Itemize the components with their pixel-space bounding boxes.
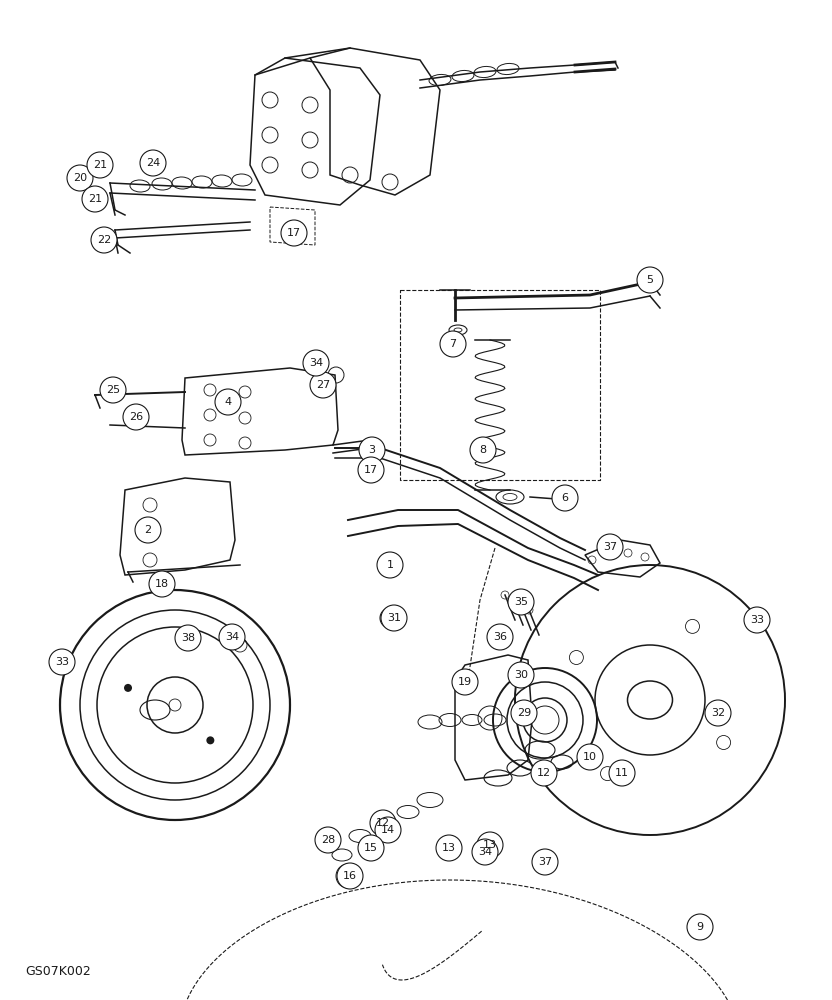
Circle shape <box>358 835 384 861</box>
Text: 4: 4 <box>225 397 231 407</box>
Circle shape <box>508 662 534 688</box>
Circle shape <box>206 736 215 744</box>
Text: 3: 3 <box>369 445 375 455</box>
Circle shape <box>744 607 770 633</box>
Text: 12: 12 <box>537 768 551 778</box>
Text: 33: 33 <box>55 657 69 667</box>
Text: 26: 26 <box>129 412 143 422</box>
Text: 16: 16 <box>343 871 357 881</box>
Circle shape <box>149 571 175 597</box>
Circle shape <box>135 517 161 543</box>
Circle shape <box>531 760 557 786</box>
Circle shape <box>175 625 201 651</box>
Circle shape <box>511 700 537 726</box>
Text: 34: 34 <box>478 847 492 857</box>
Text: 38: 38 <box>181 633 195 643</box>
Text: 27: 27 <box>316 380 330 390</box>
Circle shape <box>377 552 403 578</box>
Circle shape <box>87 152 113 178</box>
Text: 12: 12 <box>376 818 390 828</box>
Circle shape <box>452 669 478 695</box>
Circle shape <box>597 534 623 560</box>
Text: 15: 15 <box>364 843 378 853</box>
Circle shape <box>82 186 108 212</box>
Text: 25: 25 <box>106 385 120 395</box>
Circle shape <box>303 350 329 376</box>
Text: 33: 33 <box>750 615 764 625</box>
Text: 18: 18 <box>155 579 169 589</box>
Text: 8: 8 <box>479 445 487 455</box>
Circle shape <box>487 624 513 650</box>
Text: 22: 22 <box>97 235 111 245</box>
Text: 7: 7 <box>449 339 457 349</box>
Circle shape <box>124 684 132 692</box>
Circle shape <box>359 437 385 463</box>
Text: 20: 20 <box>73 173 87 183</box>
Circle shape <box>577 744 603 770</box>
Text: 37: 37 <box>603 542 617 552</box>
Circle shape <box>637 267 663 293</box>
Circle shape <box>315 827 341 853</box>
Circle shape <box>552 485 578 511</box>
Circle shape <box>375 817 401 843</box>
Circle shape <box>281 220 307 246</box>
Text: 31: 31 <box>387 613 401 623</box>
Circle shape <box>123 404 149 430</box>
Circle shape <box>310 372 336 398</box>
Text: 5: 5 <box>646 275 653 285</box>
Circle shape <box>100 377 126 403</box>
Text: 35: 35 <box>514 597 528 607</box>
Circle shape <box>532 849 558 875</box>
Text: 11: 11 <box>615 768 629 778</box>
Text: 14: 14 <box>381 825 395 835</box>
Circle shape <box>140 150 166 176</box>
Circle shape <box>440 331 466 357</box>
Text: 13: 13 <box>442 843 456 853</box>
Text: GS07K002: GS07K002 <box>25 965 91 978</box>
Circle shape <box>470 437 496 463</box>
Text: 17: 17 <box>364 465 378 475</box>
Text: 29: 29 <box>517 708 531 718</box>
Circle shape <box>609 760 635 786</box>
Text: 1: 1 <box>387 560 394 570</box>
Circle shape <box>687 914 713 940</box>
Text: 34: 34 <box>309 358 323 368</box>
Text: 24: 24 <box>146 158 160 168</box>
Circle shape <box>751 613 761 623</box>
Circle shape <box>67 165 93 191</box>
Text: 13: 13 <box>483 840 497 850</box>
Text: 37: 37 <box>538 857 552 867</box>
Text: 2: 2 <box>145 525 151 535</box>
Circle shape <box>358 457 384 483</box>
Circle shape <box>508 589 534 615</box>
Text: 19: 19 <box>458 677 472 687</box>
Circle shape <box>215 389 241 415</box>
Text: 9: 9 <box>696 922 704 932</box>
Text: 10: 10 <box>583 752 597 762</box>
Circle shape <box>381 605 407 631</box>
Text: 17: 17 <box>287 228 301 238</box>
Text: 6: 6 <box>562 493 568 503</box>
Circle shape <box>436 835 462 861</box>
Circle shape <box>477 832 503 858</box>
Text: 34: 34 <box>225 632 239 642</box>
Circle shape <box>472 839 498 865</box>
Circle shape <box>219 624 245 650</box>
Text: 36: 36 <box>493 632 507 642</box>
Text: 32: 32 <box>711 708 725 718</box>
Text: 21: 21 <box>93 160 107 170</box>
Circle shape <box>91 227 117 253</box>
Text: 21: 21 <box>88 194 102 204</box>
Circle shape <box>705 700 731 726</box>
Circle shape <box>49 649 75 675</box>
Text: 28: 28 <box>321 835 335 845</box>
Circle shape <box>337 863 363 889</box>
Text: 30: 30 <box>514 670 528 680</box>
Circle shape <box>370 810 396 836</box>
